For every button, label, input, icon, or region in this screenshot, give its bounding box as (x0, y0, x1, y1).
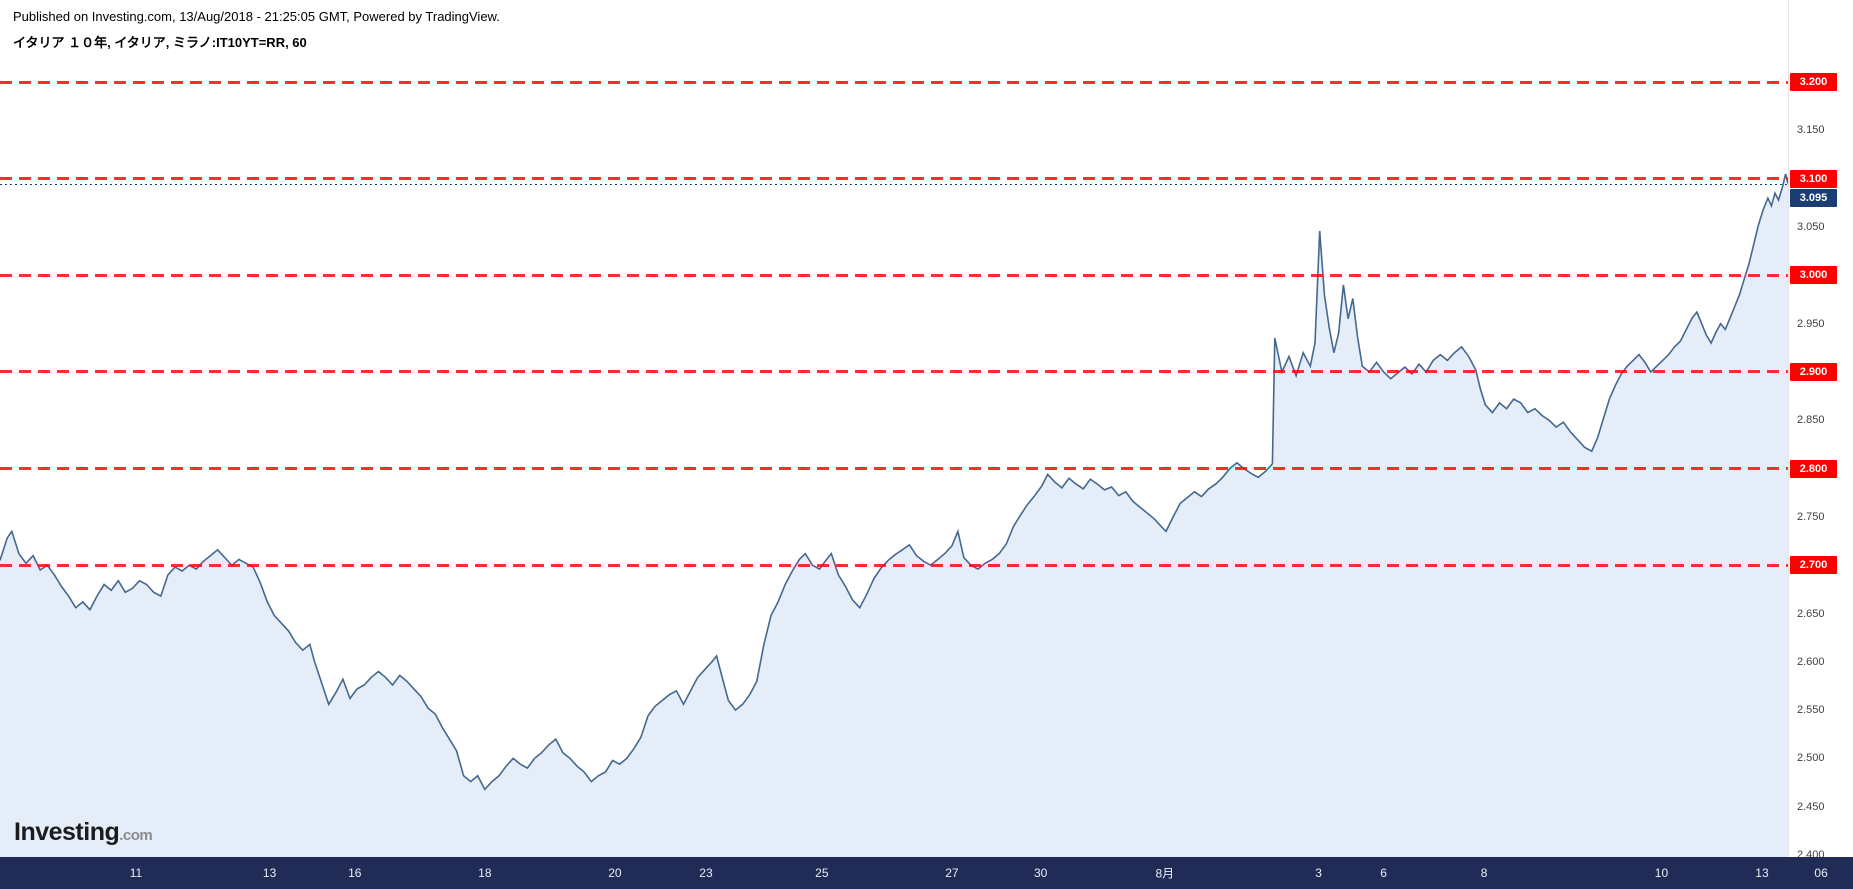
plot-area[interactable]: Investing.com (0, 0, 1788, 857)
time-tick-16: 16 (348, 866, 362, 880)
level-line-2.700 (0, 563, 1788, 567)
time-tick-18: 18 (478, 866, 492, 880)
time-tick-3: 3 (1315, 866, 1322, 880)
time-tick-8: 8 (1480, 866, 1488, 880)
price-tick-2.450: 2.450 (1797, 800, 1825, 813)
level-line-3.000 (0, 273, 1788, 277)
time-tick-10: 10 (1654, 866, 1669, 880)
logo-brand: Investing (14, 818, 120, 846)
price-tick-2.650: 2.650 (1797, 607, 1825, 620)
logo-tld: .com (119, 827, 153, 844)
price-tick-2.600: 2.600 (1797, 655, 1825, 668)
price-axis[interactable]: 3.200 3.100 3.000 2.900 2.800 2.700 3.150 3.050… (1788, 0, 1853, 861)
price-tick-3.150: 3.150 (1797, 124, 1825, 137)
price-tick-3.050: 3.050 (1797, 221, 1825, 234)
time-axis[interactable]: 11 13 16 18 20 23 25 27 30 8月 3 6 8 10 13 06 (0, 857, 1853, 889)
time-tick-27: 27 (945, 866, 959, 880)
price-tick-2.500: 2.500 (1797, 752, 1825, 765)
time-tick-06: 06 (1814, 866, 1828, 880)
level-line-3.100 (0, 177, 1788, 181)
price-level-badge-2.900: 2.900 (1790, 362, 1837, 381)
current-price-badge: 3.095 (1790, 189, 1837, 208)
price-tick-2.950: 2.950 (1797, 317, 1825, 330)
price-level-badge-3.100: 3.100 (1790, 169, 1837, 188)
level-line-3.200 (0, 80, 1788, 84)
time-tick-30: 30 (1033, 866, 1048, 880)
price-tick-2.750: 2.750 (1797, 510, 1825, 523)
price-line (0, 173, 1788, 791)
investing-logo[interactable]: Investing.com (14, 818, 153, 847)
time-tick-11: 11 (129, 866, 143, 880)
time-tick-23: 23 (699, 866, 713, 880)
time-tick-6: 6 (1380, 866, 1387, 880)
price-level-badge-2.700: 2.700 (1790, 556, 1837, 575)
time-tick-20: 20 (608, 866, 622, 880)
time-tick-13: 13 (1755, 866, 1769, 880)
price-tick-2.850: 2.850 (1797, 414, 1825, 427)
area-fill-shape (0, 173, 1788, 857)
price-area-chart (0, 173, 1788, 857)
time-tick-25: 25 (815, 866, 829, 880)
level-line-2.900 (0, 370, 1788, 374)
current-price-line (0, 183, 1788, 185)
price-tick-2.550: 2.550 (1797, 704, 1825, 717)
price-level-badge-3.000: 3.000 (1790, 266, 1837, 285)
time-tick-8月: 8月 (1155, 866, 1175, 881)
level-line-2.800 (0, 467, 1788, 471)
chart-header: Published on Investing.com, 13/Aug/2018 … (13, 9, 500, 51)
instrument-title: イタリア １０年, イタリア, ミラノ:IT10YT=RR, 60 (13, 35, 307, 50)
price-level-badge-3.200: 3.200 (1790, 73, 1837, 92)
price-level-badge-2.800: 2.800 (1790, 459, 1837, 478)
time-tick-13: 13 (262, 866, 277, 880)
publish-info: Published on Investing.com, 13/Aug/2018 … (13, 9, 500, 24)
